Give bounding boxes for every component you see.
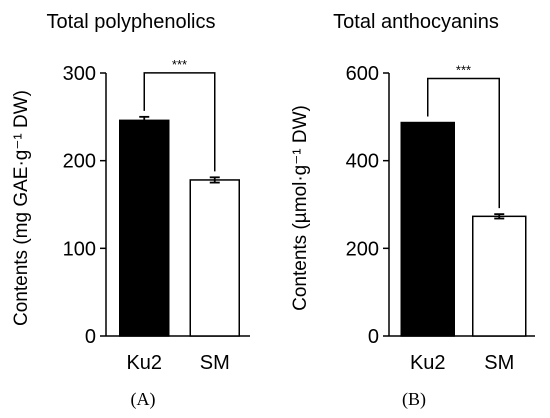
y-tick-label: 200	[63, 151, 96, 173]
significance-label: ***	[456, 63, 471, 78]
y-tick-label: 200	[346, 238, 379, 260]
bar-ku2	[400, 121, 455, 337]
y-tick-label: 600	[346, 63, 379, 85]
significance-bracket	[427, 77, 500, 209]
bar-sm	[472, 215, 527, 337]
chart-title: Total anthocyanins	[333, 11, 499, 33]
y-tick-label: 0	[368, 326, 379, 348]
y-tick-label: 0	[85, 326, 96, 348]
x-tick-label: Ku2	[410, 352, 446, 374]
panel-label: (B)	[402, 389, 426, 410]
bar-ku2	[119, 119, 170, 337]
y-tick-label: 300	[63, 63, 96, 85]
y-tick-label: 400	[346, 151, 379, 173]
significance-label: ***	[172, 57, 187, 72]
panel-a: Total polyphenolics Contents (mg GAE·g⁻¹…	[11, 11, 250, 410]
x-tick-label: SM	[200, 352, 230, 374]
bar-sm	[189, 179, 240, 337]
x-tick-label: SM	[484, 352, 514, 374]
chart-title: Total polyphenolics	[47, 11, 216, 33]
panel-label: (A)	[131, 389, 156, 410]
panel-b: Total anthocyanins Contents (µmol·g⁻¹ DW…	[290, 11, 535, 410]
y-axis-label: Contents (mg GAE·g⁻¹ DW)	[11, 90, 32, 326]
significance-bracket	[143, 72, 216, 172]
y-tick-label: 100	[63, 238, 96, 260]
y-axis-label: Contents (µmol·g⁻¹ DW)	[290, 105, 311, 311]
x-tick-label: Ku2	[126, 352, 162, 374]
